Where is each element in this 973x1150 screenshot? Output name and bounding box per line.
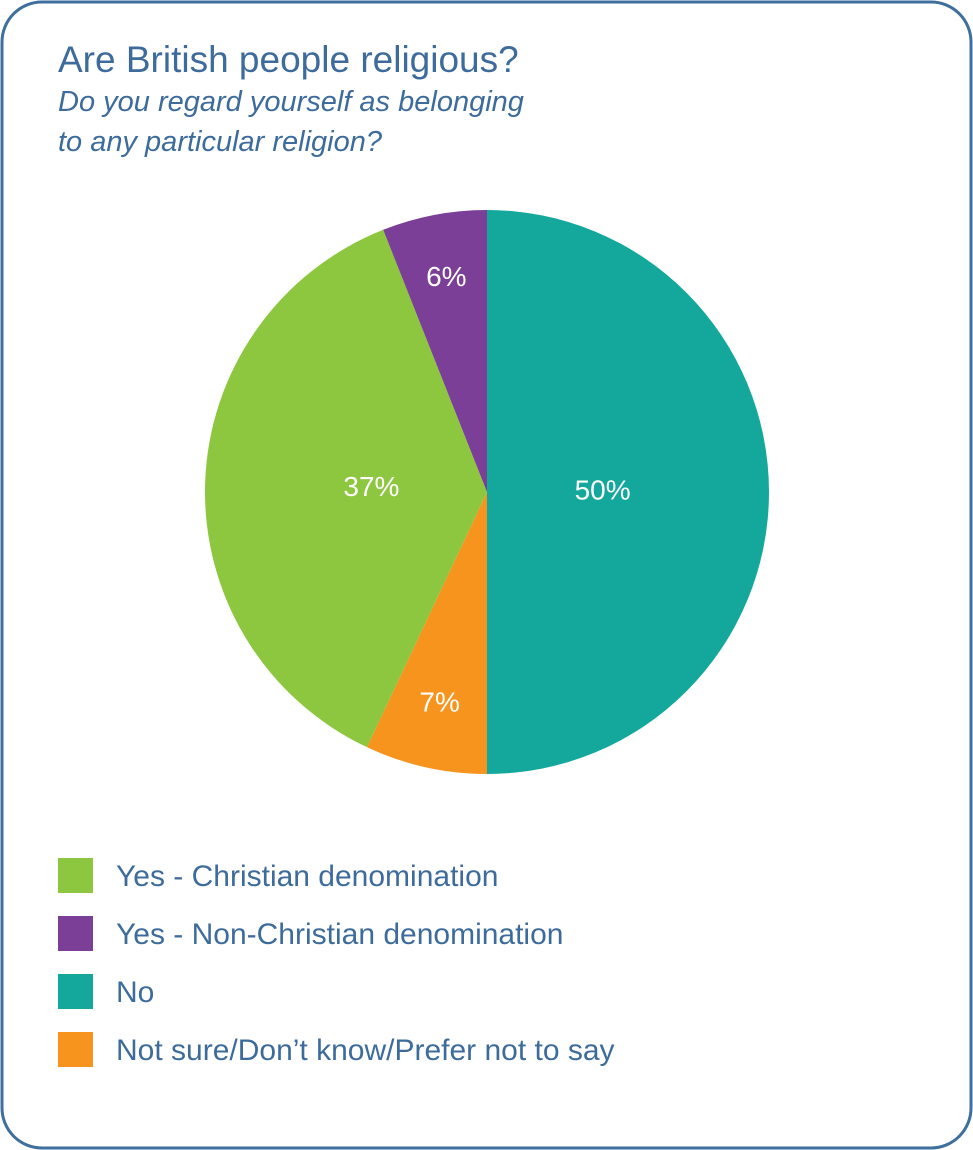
legend-label: Yes - Non-Christian denomination	[116, 918, 563, 951]
chart-subtitle: Do you regard yourself as belonging	[58, 86, 524, 118]
legend-label: No	[116, 976, 154, 1009]
slice-label: 37%	[343, 471, 399, 502]
legend-swatch	[58, 858, 93, 893]
slice-label: 50%	[575, 474, 631, 505]
slice-label: 6%	[426, 261, 466, 292]
pie-slice	[383, 210, 487, 492]
legend-label: Yes - Christian denomination	[116, 860, 498, 893]
legend-swatch	[58, 916, 93, 951]
slice-label: 7%	[419, 686, 459, 717]
legend-swatch	[58, 1032, 93, 1067]
legend-swatch	[58, 974, 93, 1009]
legend-label: Not sure/Don’t know/Prefer not to say	[116, 1034, 615, 1067]
pie-slice	[366, 492, 487, 774]
chart-subtitle: to any particular religion?	[58, 126, 383, 158]
pie-slice	[204, 229, 487, 748]
pie-slice	[487, 210, 769, 774]
chart-title: Are British people religious?	[58, 39, 519, 80]
